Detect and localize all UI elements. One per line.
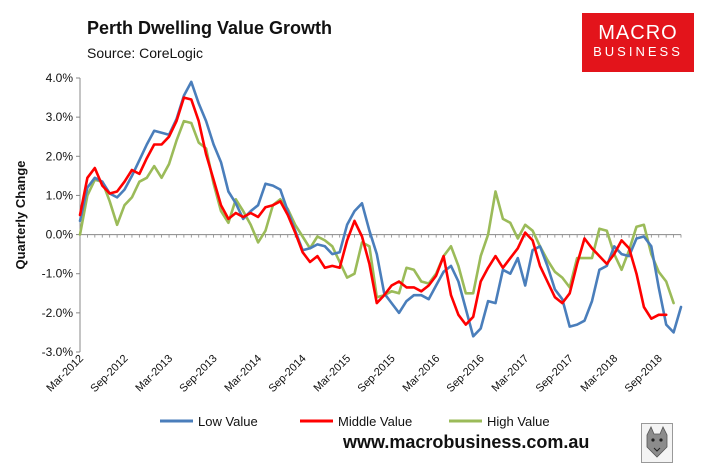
series-line-middle-value (78, 96, 668, 326)
x-tick-label: Mar-2015 (311, 353, 353, 395)
y-tick-label: 4.0% (46, 71, 74, 85)
macrobusiness-logo: MACRO BUSINESS (582, 13, 694, 72)
y-tick-label: 1.0% (46, 188, 74, 202)
wolf-mascot-icon (641, 423, 673, 463)
legend-label-high-value: High Value (487, 414, 550, 429)
legend-label-middle-value: Middle Value (338, 414, 412, 429)
x-tick-label: Sep-2015 (356, 353, 398, 395)
source-label: Source: CoreLogic (87, 45, 203, 61)
y-axis-title: Quarterly Change (13, 160, 28, 269)
y-tick-label: 0.0% (46, 228, 74, 242)
x-tick-label: Sep-2012 (88, 353, 130, 395)
y-tick-label: 2.0% (46, 149, 74, 163)
x-tick-label: Mar-2017 (490, 353, 532, 395)
x-tick-label: Sep-2018 (623, 353, 665, 395)
y-tick-label: 3.0% (46, 110, 74, 124)
logo-line-1: MACRO (598, 22, 678, 44)
x-tick-label: Mar-2014 (222, 353, 264, 395)
x-tick-label: Mar-2018 (579, 353, 621, 395)
y-tick-label: -3.0% (42, 345, 74, 359)
x-tick-label: Mar-2013 (133, 353, 175, 395)
website-url: www.macrobusiness.com.au (343, 432, 590, 452)
series-line-high-value (78, 119, 675, 305)
logo-line-2: BUSINESS (593, 44, 683, 59)
legend-label-low-value: Low Value (198, 414, 258, 429)
chart-title: Perth Dwelling Value Growth (87, 18, 333, 38)
y-tick-label: -1.0% (42, 267, 74, 281)
x-tick-label: Sep-2016 (445, 353, 487, 395)
x-tick-label: Sep-2013 (177, 353, 219, 395)
x-tick-label: Sep-2017 (534, 353, 576, 395)
x-tick-label: Sep-2014 (266, 353, 308, 395)
x-tick-label: Mar-2016 (400, 353, 442, 395)
y-tick-label: -2.0% (42, 306, 74, 320)
